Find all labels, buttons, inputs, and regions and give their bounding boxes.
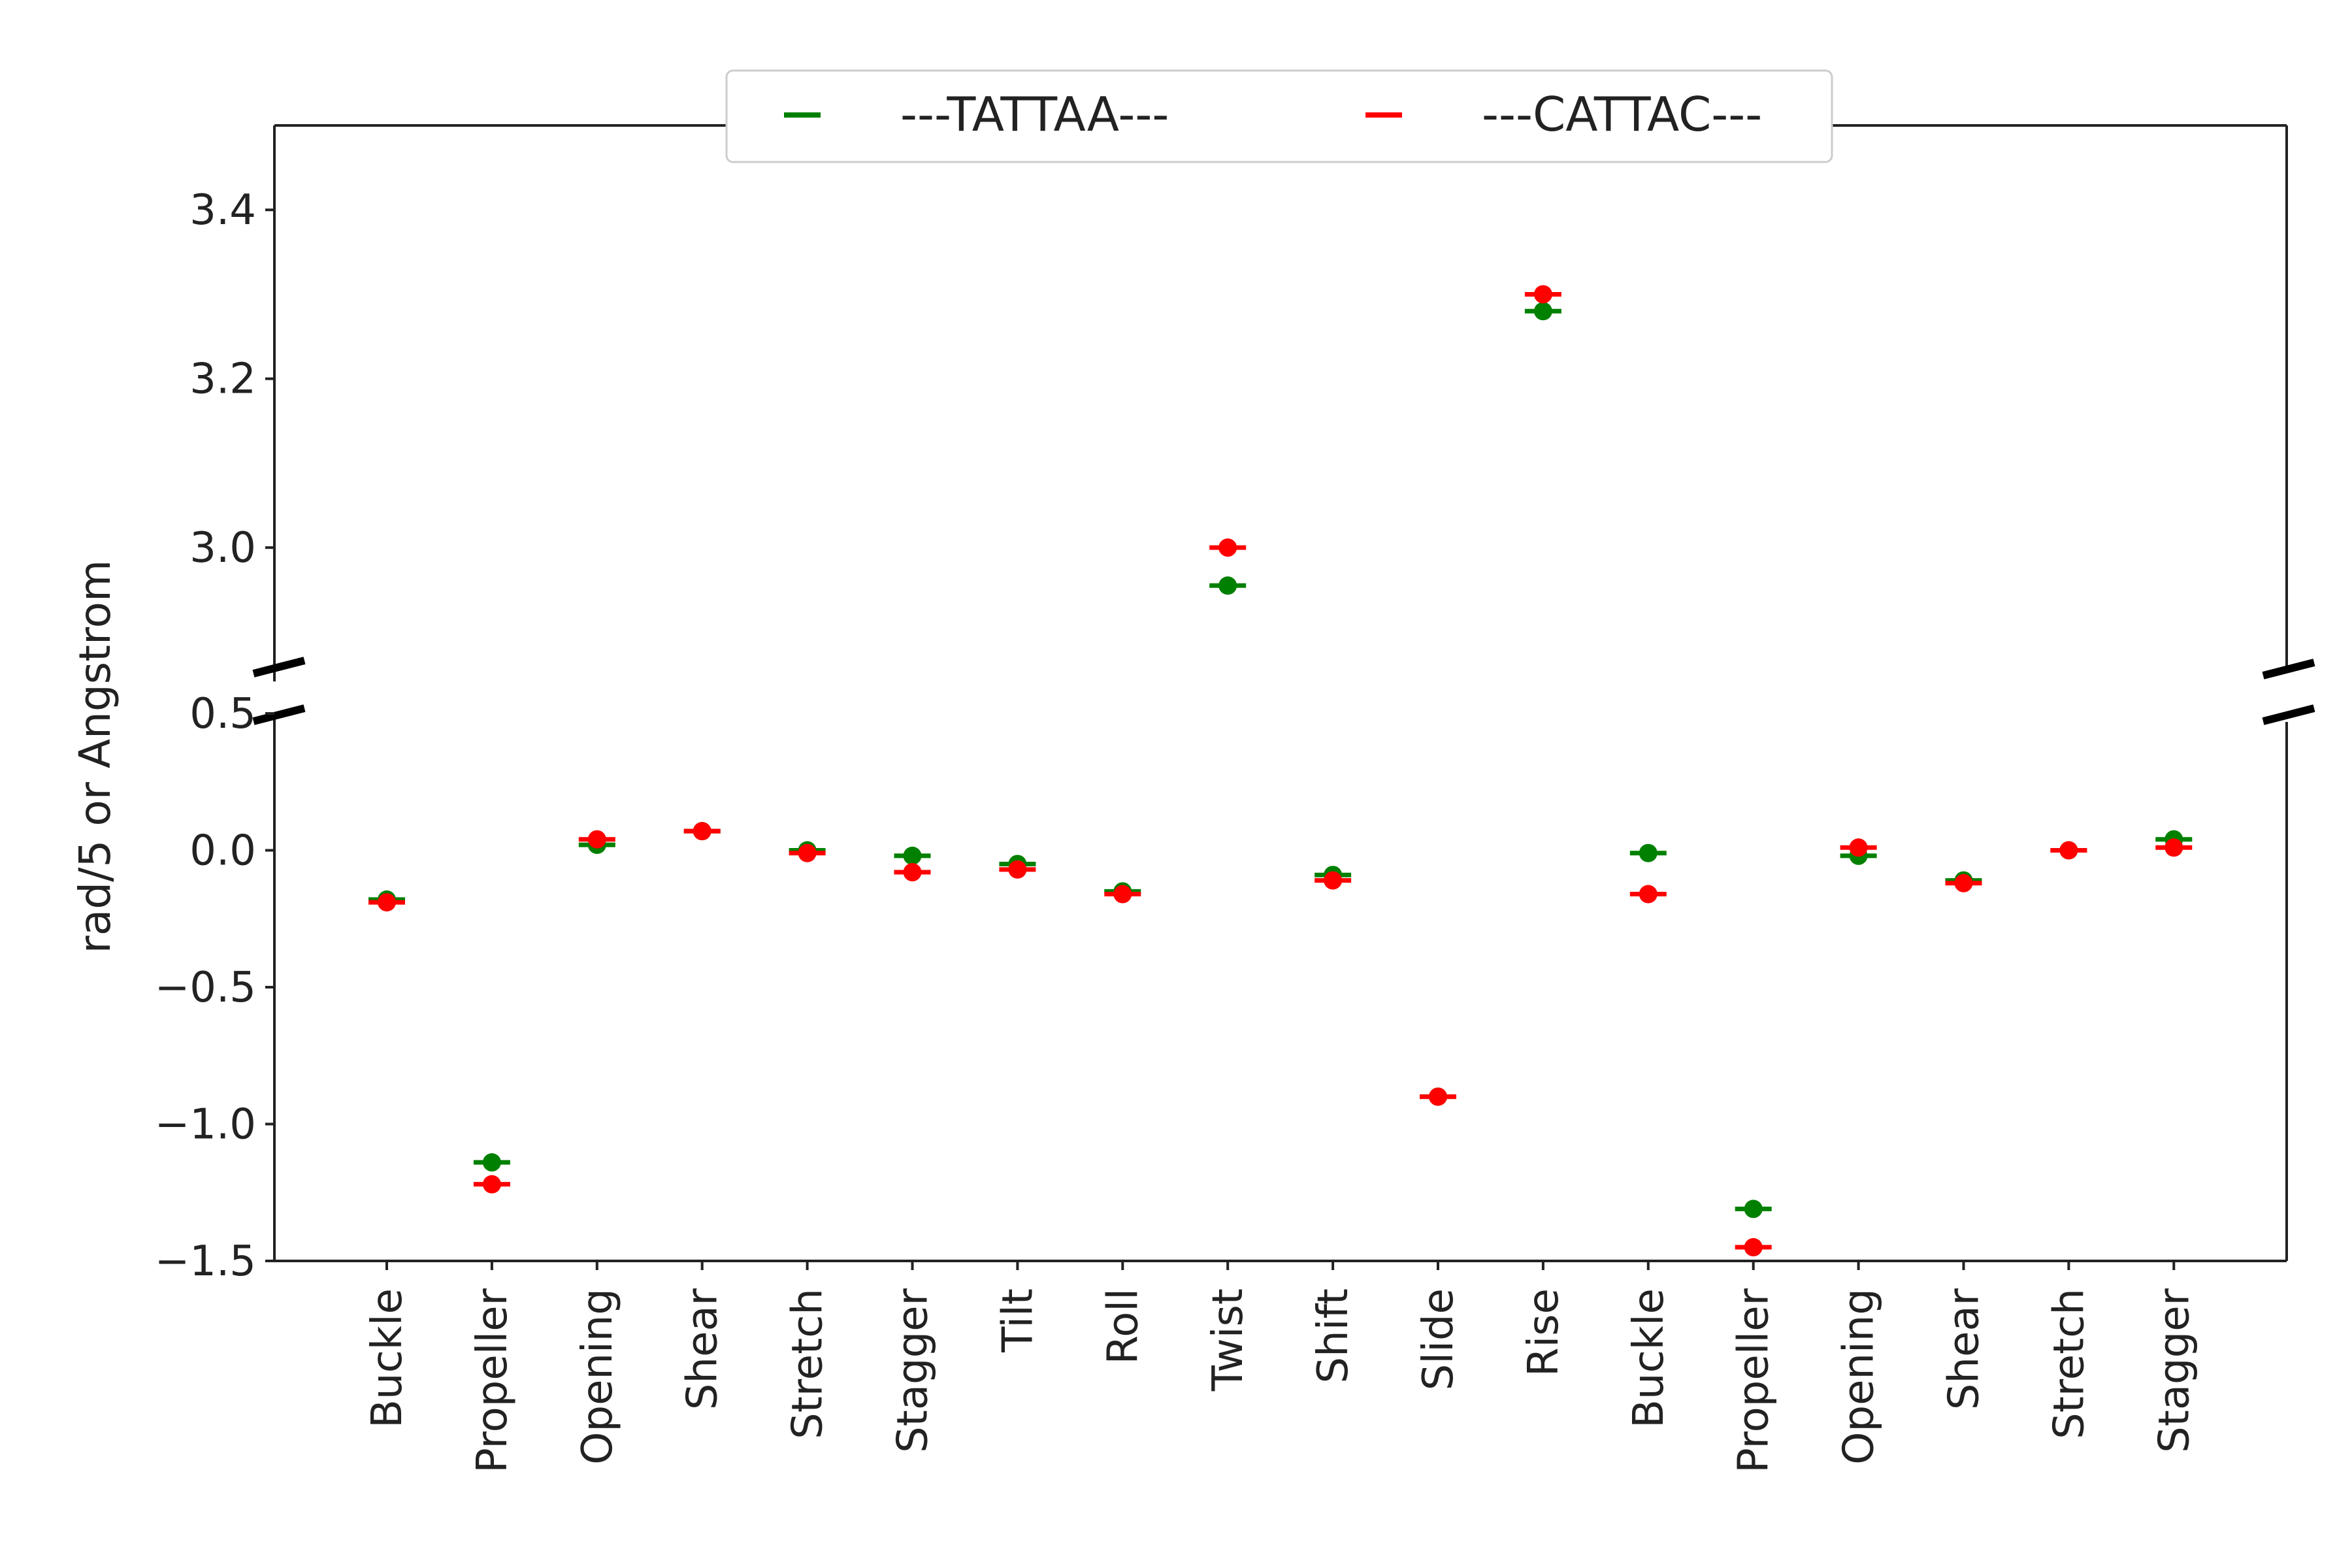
- series-1-point-3: [693, 822, 711, 841]
- x-tick-label-0: Buckle: [363, 1288, 412, 1428]
- series-1-point-7: [1113, 885, 1132, 904]
- legend-box: [725, 69, 1833, 163]
- x-tick-label-16: Stretch: [2045, 1288, 2093, 1439]
- y-tick-label-upper-1: 3.2: [189, 355, 256, 404]
- y-tick-label-upper-2: 3.4: [189, 186, 256, 235]
- x-tick-label-12: Buckle: [1625, 1288, 1673, 1428]
- x-tick-label-3: Shear: [679, 1288, 727, 1410]
- axis-break-right-top: [2262, 659, 2315, 679]
- series-1-point-6: [1008, 860, 1027, 879]
- y-tick-label-upper-0: 3.0: [189, 524, 256, 572]
- legend: ---TATTAA--- ---CATTAC---: [725, 69, 1833, 163]
- series-1-point-12: [1639, 885, 1658, 904]
- x-tick-label-6: Tilt: [994, 1288, 1042, 1353]
- series-1-point-13: [1744, 1238, 1763, 1257]
- axis-break-marks: [252, 657, 2315, 725]
- x-tick-label-4: Stretch: [784, 1288, 832, 1439]
- x-tick-label-11: Rise: [1520, 1288, 1568, 1377]
- y-axis-ticks: 3.0 3.2 3.4 −1.5 −1.0 −0.5 0.0 0.5: [155, 186, 274, 1286]
- series-1-point-0: [378, 893, 396, 912]
- series-0-point-8: [1218, 576, 1237, 595]
- data-series: [368, 285, 2193, 1257]
- series-1-point-1: [482, 1175, 501, 1194]
- series-1-point-4: [798, 843, 817, 862]
- legend-label-tattaa: ---TATTAA---: [900, 87, 1169, 142]
- x-tick-label-13: Propeller: [1730, 1288, 1778, 1473]
- y-tick-label-lower-1: −1.0: [155, 1101, 256, 1149]
- x-tick-label-9: Shift: [1309, 1288, 1358, 1383]
- x-axis-ticks: Buckle Propeller Opening Shear Stretch Stagge…: [363, 1261, 2198, 1473]
- y-tick-label-lower-4: 0.5: [189, 690, 256, 738]
- x-tick-label-7: Roll: [1099, 1288, 1147, 1364]
- series-1-point-2: [587, 830, 606, 849]
- x-tick-label-10: Slide: [1414, 1288, 1463, 1390]
- series-1-point-14: [1849, 838, 1868, 857]
- series-1-point-9: [1324, 871, 1343, 890]
- x-tick-label-14: Opening: [1835, 1288, 1884, 1465]
- series-1-point-10: [1429, 1087, 1447, 1106]
- series-0-point-5: [903, 846, 922, 865]
- series-1-point-17: [2164, 838, 2183, 857]
- series-1-point-15: [1954, 874, 1973, 892]
- x-tick-label-5: Stagger: [889, 1288, 938, 1453]
- series-0-point-12: [1639, 843, 1658, 862]
- y-tick-label-lower-3: 0.0: [189, 827, 256, 875]
- x-tick-label-8: Twist: [1204, 1288, 1252, 1392]
- series-0-point-13: [1744, 1200, 1763, 1218]
- plot-frame: [273, 124, 2288, 1262]
- axis-break-left-bottom: [252, 704, 306, 725]
- series-1-point-11: [1533, 285, 1552, 304]
- series-1-point-16: [2059, 841, 2078, 860]
- series-1-point-8: [1218, 538, 1237, 557]
- x-tick-label-1: Propeller: [468, 1288, 517, 1473]
- axis-break-left-top: [252, 657, 306, 678]
- y-axis-title: rad/5 or Angstrom: [70, 560, 120, 954]
- series-0-point-11: [1533, 302, 1552, 321]
- series-0-point-1: [482, 1153, 501, 1172]
- y-tick-label-lower-0: −1.5: [155, 1237, 256, 1286]
- x-tick-label-17: Stagger: [2150, 1288, 2198, 1453]
- x-tick-label-15: Shear: [1940, 1288, 1989, 1410]
- legend-label-cattac: ---CATTAC---: [1482, 87, 1762, 142]
- series-1-point-5: [903, 863, 922, 882]
- y-tick-label-lower-2: −0.5: [155, 964, 256, 1012]
- axis-break-right-bottom: [2262, 704, 2315, 725]
- x-tick-label-2: Opening: [574, 1288, 622, 1465]
